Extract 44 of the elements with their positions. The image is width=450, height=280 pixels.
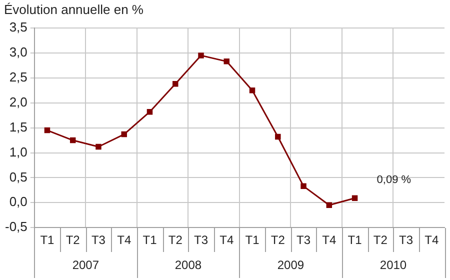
x-tick-label: T3 bbox=[194, 233, 208, 248]
point bbox=[70, 137, 76, 144]
y-tick-label: 2,0 bbox=[9, 94, 28, 110]
x-tick-label: T1 bbox=[142, 233, 158, 248]
point bbox=[300, 183, 306, 190]
y-tick-label: 0,0 bbox=[9, 194, 28, 210]
x-tick-label: T4 bbox=[322, 233, 336, 248]
x-tick-label: T2 bbox=[373, 233, 388, 248]
point bbox=[326, 202, 332, 208]
text: 2010 bbox=[380, 258, 407, 272]
x-tick-label: T4 bbox=[117, 233, 132, 248]
text: 2008 bbox=[174, 258, 202, 272]
y-tick-label: 0,5 bbox=[9, 169, 28, 184]
chart-title: Évolution annuelle en % bbox=[4, 2, 144, 17]
x-tick-label: T3 bbox=[399, 233, 414, 248]
y-tick-label: 1,5 bbox=[9, 119, 28, 134]
annotation: 0,09 % bbox=[376, 174, 412, 186]
x-tick-label: T1 bbox=[40, 233, 55, 248]
x-tick-label: T4 bbox=[424, 233, 440, 248]
x-tick-label: T2 bbox=[168, 233, 183, 248]
point bbox=[352, 195, 358, 202]
point bbox=[249, 88, 256, 94]
point bbox=[146, 108, 153, 115]
point bbox=[224, 58, 230, 64]
y-tick-label: -0,5 bbox=[4, 219, 28, 234]
x-tick-label: T1 bbox=[348, 233, 362, 248]
x-tick-label: T3 bbox=[91, 233, 106, 248]
y-tick-label: 3,5 bbox=[9, 20, 28, 35]
y-tick-label: 3,0 bbox=[9, 44, 28, 60]
x-tick-label: T4 bbox=[220, 233, 234, 248]
point bbox=[172, 81, 178, 87]
text: 2007 bbox=[72, 258, 100, 272]
point bbox=[198, 52, 204, 58]
point bbox=[96, 144, 102, 150]
x-tick-label: T3 bbox=[296, 233, 311, 248]
x-tick-label: T2 bbox=[66, 233, 80, 248]
point bbox=[275, 134, 281, 140]
text: 2009 bbox=[277, 258, 304, 272]
point bbox=[44, 127, 50, 134]
y-tick-label: 1,0 bbox=[9, 144, 28, 160]
point bbox=[121, 131, 127, 138]
x-tick-label: T2 bbox=[270, 233, 286, 248]
y-tick-label: 2,5 bbox=[9, 69, 28, 84]
x-tick-label: T1 bbox=[245, 233, 260, 248]
